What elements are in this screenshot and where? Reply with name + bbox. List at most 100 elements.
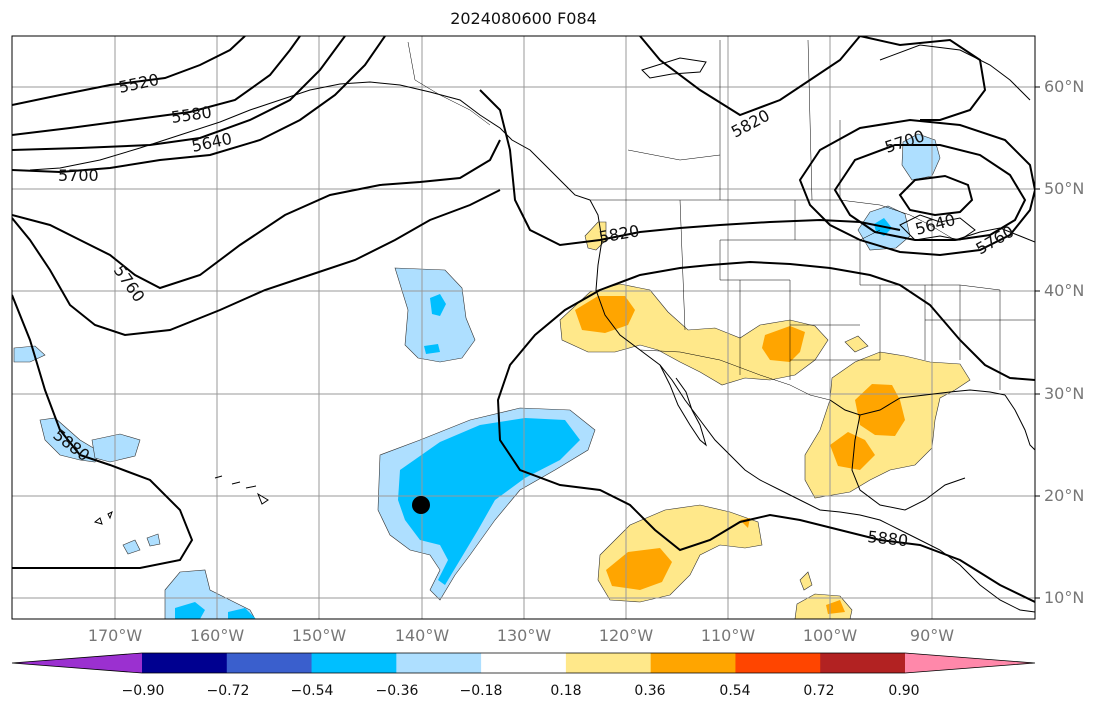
contour-5880-east [496,260,1035,603]
tick-marks [1035,86,1040,599]
colorbar-tick-label: 0.72 [803,683,835,699]
lon-label: 120°W [598,626,654,645]
contour-label: 5640 [190,129,234,156]
greatlakes [899,214,976,241]
contour-label: 5700 [58,166,99,185]
coastline-gulf-mexico [851,414,966,511]
map-frame [11,35,1036,620]
storm-marker [412,496,430,514]
colorbar-tick-label: 0.54 [719,683,751,699]
contour-label: 5880 [867,527,909,550]
anomaly-shading [13,133,971,619]
contour-low-outer [798,118,1035,257]
colorbar-tick-label: 0.90 [888,683,920,699]
colorbar-segment [905,653,1035,673]
contour-5760-west [12,139,501,290]
colorbar-segment [650,653,736,673]
shade-light-yellow [584,221,607,251]
coastline-alaska [29,81,591,201]
shade-medium-blue [424,344,440,354]
colorbar-segment [142,653,228,673]
contour-label: 5760 [110,261,149,305]
contour-ne [859,36,987,121]
contour-5760-loop [12,189,501,337]
colorbar-segment [565,653,652,673]
shade-medium-blue [175,602,205,619]
lon-label: 160°W [189,626,245,645]
contour-5640 [12,36,346,151]
graticule [12,36,1035,619]
shade-medium-blue [398,418,580,585]
lat-label: 30°N [1044,384,1085,403]
political-borders [407,39,1035,401]
border-mexico-us [639,349,831,401]
coastline-hudson [879,44,1031,101]
shade-medium-blue [228,608,256,619]
colorbar-segment [311,653,397,673]
island-chain [93,511,113,525]
contour-label: 5520 [117,70,161,97]
colorbar-tick-label: 0.18 [550,683,582,699]
coastline-gulf [829,389,1006,416]
lat-label: 40°N [1044,281,1085,300]
colorbar-outline [11,652,1036,674]
colorbar [11,652,1036,674]
shade-orange [826,600,845,614]
border-alaska-canada [407,41,491,126]
canada-provinces [627,39,841,201]
lon-label: 150°W [291,626,347,645]
shade-medium-blue [430,294,446,316]
colorbar-segment [12,653,142,673]
lat-label: 10°N [1044,588,1085,607]
lon-label: 170°W [87,626,143,645]
colorbar-segment [735,653,821,673]
contour-label: 5580 [170,102,213,126]
contour-5880 [12,294,194,569]
lat-label: 20°N [1044,486,1085,505]
colorbar-tick-label: −0.72 [206,683,250,699]
shade-light-yellow [799,571,813,591]
hawaii-islands [214,475,269,505]
coastlines [29,44,1035,613]
lon-label: 90°W [909,626,955,645]
contour-low-inner [898,174,974,217]
height-contours [12,36,1035,603]
map-title: 2024080600 F084 [450,9,597,28]
colorbar-segment [481,653,567,673]
contour-5700 [12,36,386,174]
shade-light-blue [39,417,101,463]
shade-orange [830,432,875,470]
lon-label: 130°W [496,626,552,645]
contour-5580 [12,36,301,136]
contour-low-mid [833,144,1027,241]
colorbar-segment [396,653,482,673]
contour-5820 [479,89,901,247]
shade-orange [606,548,672,590]
colorbar-tick-label: −0.36 [375,683,419,699]
lon-label: 140°W [394,626,450,645]
colorbar-tick-label: −0.90 [121,683,165,699]
lon-label: 100°W [802,626,858,645]
shade-orange [762,326,805,362]
colorbar-tick-label: −0.54 [290,683,334,699]
border-canada-us [590,199,956,241]
colorbar-segment [820,653,906,673]
lat-label: 60°N [1044,77,1085,96]
shade-light-blue [146,533,161,547]
colorbar-tick-label: −0.18 [459,683,503,699]
contour-5520 [12,36,246,106]
lon-label: 110°W [700,626,756,645]
shade-light-blue [13,345,46,363]
contour-label: 5640 [913,210,957,239]
lat-label: 50°N [1044,179,1085,198]
lake-canada [641,57,707,79]
coastline-baja [659,364,707,447]
contour-5820-north [639,36,861,117]
colorbar-tick-label: 0.36 [634,683,666,699]
coastline-west-us [589,199,1035,613]
contour-label: 5760 [973,222,1018,259]
coastline-florida [1004,394,1035,451]
shade-light-blue [122,539,141,555]
shade-light-blue [91,433,141,463]
